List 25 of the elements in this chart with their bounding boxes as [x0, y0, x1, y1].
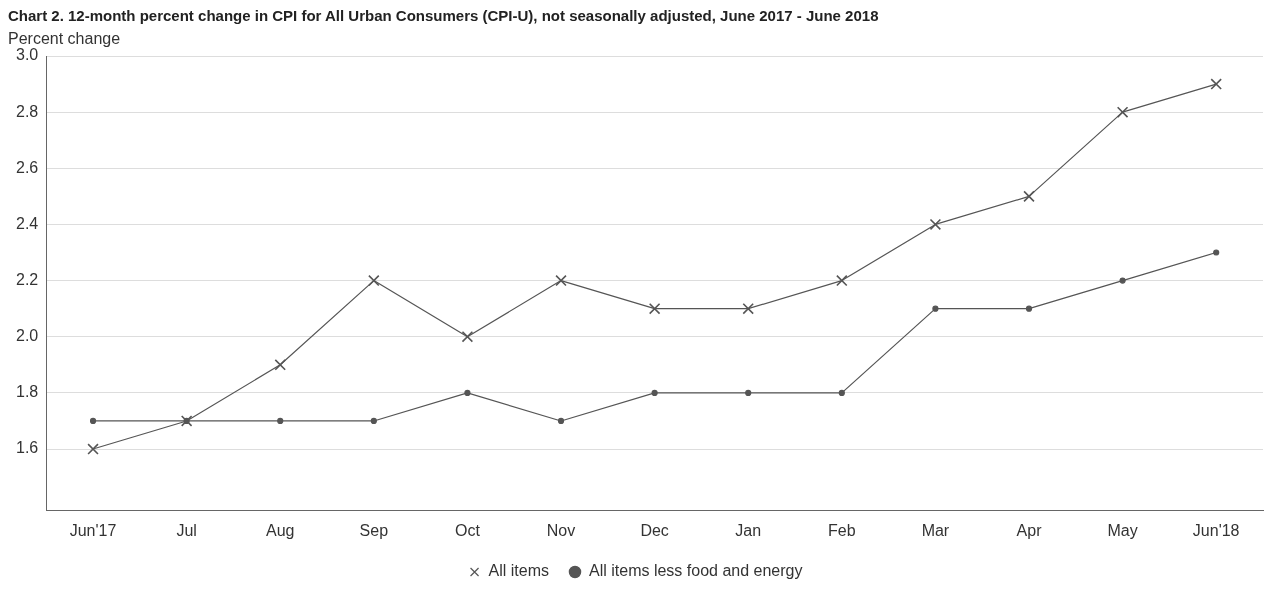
y-tick-label: 1.8	[15, 383, 39, 401]
x-tick-label: Nov	[546, 521, 576, 539]
x-tick-label: Apr	[1016, 521, 1043, 539]
x-tick-label: Oct	[454, 521, 481, 539]
x-tick-label: Jun'17	[69, 521, 117, 539]
y-tick-label: 2.2	[15, 271, 39, 288]
x-tick-label: Dec	[640, 521, 669, 539]
legend-label: All items less food and energy	[589, 562, 803, 580]
y-tick-label: 3.0	[15, 46, 39, 64]
x-tick-label: Aug	[266, 521, 295, 539]
y-tick-label: 2.6	[15, 158, 39, 176]
x-tick-label: Feb	[828, 521, 856, 539]
x-tick-label: Jun'18	[1192, 521, 1240, 539]
x-tick-label: Jul	[176, 521, 197, 539]
x-tick-label: Sep	[359, 521, 389, 539]
legend-label: All items	[488, 562, 549, 580]
y-tick-label: 2.0	[15, 327, 39, 345]
x-tick-label: May	[1107, 521, 1138, 539]
y-axis-title: Percent change	[8, 30, 121, 48]
y-tick-label: 2.8	[15, 102, 39, 120]
y-tick-label: 1.6	[15, 439, 39, 457]
chart-title: Chart 2. 12-month percent change in CPI for All Urban Consumers (CPI-U), not seasonally adjusted, June 2017 - June 2018	[8, 7, 879, 25]
y-tick-label: 2.4	[15, 214, 39, 232]
x-tick-label: Jan	[735, 521, 762, 539]
x-tick-label: Mar	[921, 521, 950, 539]
